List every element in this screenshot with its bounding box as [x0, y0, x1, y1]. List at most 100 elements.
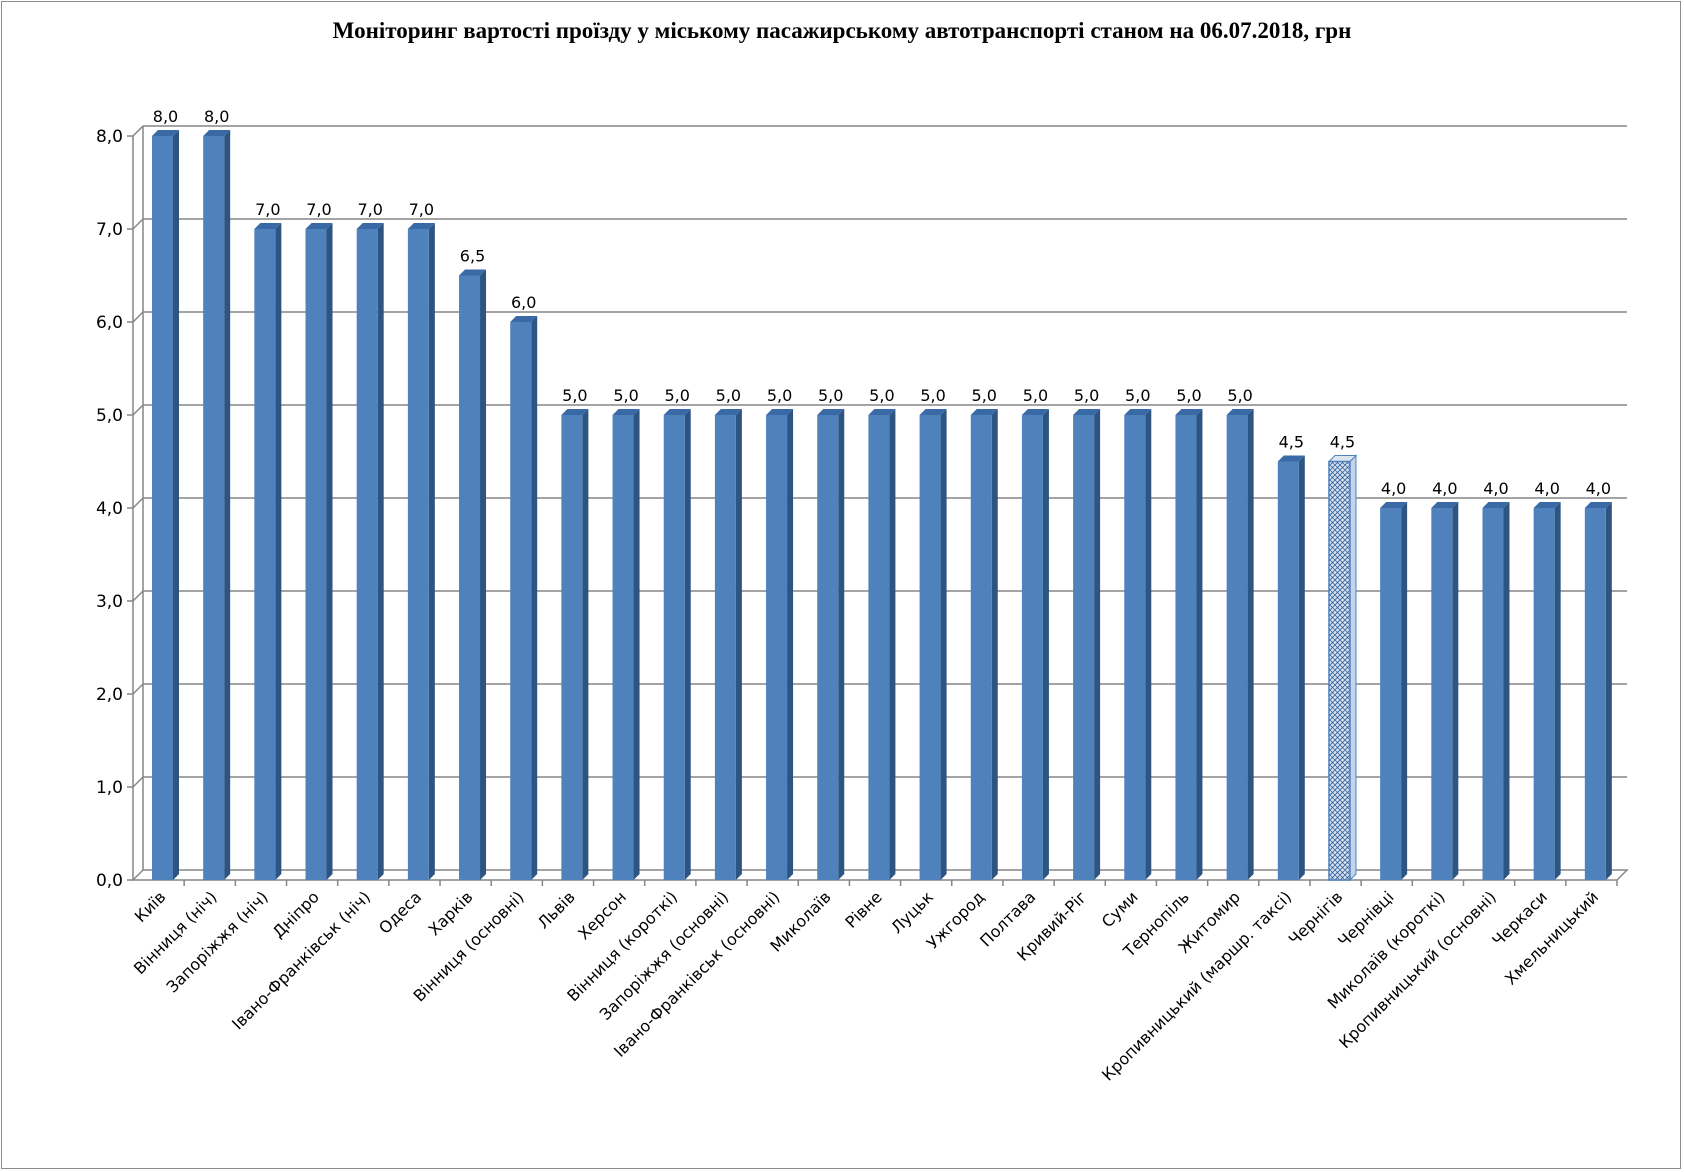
bar — [612, 415, 634, 880]
bar — [1380, 508, 1402, 880]
y-tick-label: 0,0 — [96, 871, 123, 891]
y-tick-label: 5,0 — [96, 406, 123, 426]
bar-side — [275, 223, 282, 880]
bar — [1584, 508, 1606, 880]
data-label: 7,0 — [409, 200, 434, 219]
bar — [254, 229, 276, 880]
data-label: 5,0 — [664, 386, 689, 405]
bar-top — [510, 316, 538, 322]
bar-top — [919, 409, 947, 415]
bar-side — [531, 316, 538, 880]
bar-side — [1298, 455, 1305, 880]
data-label: 5,0 — [920, 386, 945, 405]
bar-top — [1533, 502, 1561, 508]
bar-side — [1094, 409, 1101, 880]
gridline-depth — [132, 497, 144, 509]
bar — [203, 136, 225, 880]
gridline-depth — [132, 404, 144, 416]
bar-top — [1380, 502, 1408, 508]
bar-top — [459, 269, 487, 276]
data-label: 5,0 — [1023, 386, 1048, 405]
bar-top — [561, 409, 589, 415]
bar — [1328, 460, 1351, 881]
data-label: 5,0 — [613, 386, 638, 405]
bar — [1073, 415, 1095, 880]
data-label: 5,0 — [972, 386, 997, 405]
bar — [868, 415, 890, 880]
data-label: 5,0 — [562, 386, 587, 405]
bar-side — [1452, 502, 1459, 880]
bar-top — [1124, 409, 1152, 415]
y-tick-label: 8,0 — [96, 127, 123, 147]
bar-top — [766, 409, 794, 415]
bar — [407, 229, 429, 880]
bar-side — [889, 409, 896, 880]
data-label: 5,0 — [1074, 386, 1099, 405]
bar-top — [203, 130, 231, 136]
bar — [919, 415, 941, 880]
bar — [817, 415, 839, 880]
gridline-depth — [132, 311, 144, 323]
bar-side — [224, 130, 231, 880]
bar — [1277, 461, 1299, 880]
bar-side — [838, 409, 845, 880]
bar-side — [1554, 502, 1561, 880]
gridline-depth — [132, 683, 144, 695]
x-category-label: Київ — [131, 887, 170, 926]
y-tick-label: 6,0 — [96, 313, 123, 333]
gridline-depth — [132, 590, 144, 602]
bar — [970, 415, 992, 880]
bar — [1021, 415, 1043, 880]
bar — [1482, 508, 1504, 880]
bar-side — [1196, 409, 1203, 880]
x-category-label: Луцьк — [887, 887, 937, 937]
x-category-label: Суми — [1098, 887, 1142, 931]
data-label: 4,5 — [1279, 433, 1304, 452]
bar — [766, 415, 788, 880]
y-tick-label: 7,0 — [96, 220, 123, 240]
bar-top — [254, 223, 282, 229]
bar-side — [1503, 502, 1510, 880]
bar-side — [582, 409, 589, 880]
bar-top — [1073, 409, 1101, 415]
bar-top — [1226, 409, 1254, 415]
data-label: 4,5 — [1330, 433, 1355, 452]
bar — [152, 136, 173, 880]
x-category-label: Хмельницький — [1501, 887, 1602, 988]
y-tick-label: 4,0 — [96, 499, 123, 519]
x-category-label: Рівне — [841, 887, 885, 931]
bar-top — [1482, 502, 1510, 508]
bar-top — [1021, 409, 1049, 415]
bar-side — [940, 409, 947, 880]
bar-top — [970, 409, 998, 415]
y-tick-label: 3,0 — [96, 592, 123, 612]
bar-side — [1145, 409, 1152, 880]
data-label: 8,0 — [204, 107, 229, 126]
data-label: 5,0 — [1227, 386, 1252, 405]
bar-side — [1042, 409, 1049, 880]
x-category-label: Кропивницький (маршр. таксі) — [1098, 887, 1295, 1084]
bar-side — [1401, 502, 1408, 880]
x-category-label: Львів — [534, 887, 579, 932]
bar — [561, 415, 583, 880]
bar-top — [407, 223, 435, 229]
data-label: 5,0 — [716, 386, 741, 405]
bar — [1533, 508, 1555, 880]
bar-top — [1431, 502, 1459, 508]
data-label: 4,0 — [1483, 479, 1508, 498]
data-label: 5,0 — [1176, 386, 1201, 405]
bar-top — [663, 409, 691, 415]
data-label: 7,0 — [255, 200, 280, 219]
bar-side — [428, 223, 435, 880]
bar-top — [714, 409, 742, 415]
bar — [1124, 415, 1146, 880]
bar — [459, 275, 481, 880]
bar-side — [633, 409, 640, 880]
y-tick-label: 1,0 — [96, 778, 123, 798]
bar-side — [173, 130, 179, 880]
bar — [1431, 508, 1453, 880]
bar — [714, 415, 736, 880]
data-label: 5,0 — [1125, 386, 1150, 405]
bar-top — [817, 409, 845, 415]
bar-top — [1584, 502, 1612, 508]
